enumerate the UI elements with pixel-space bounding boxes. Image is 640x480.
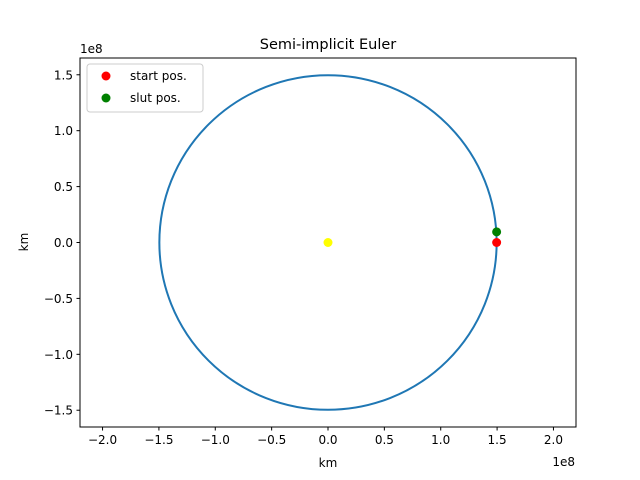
y-tick-label: 0.5: [54, 180, 73, 194]
legend-marker-end: [101, 93, 111, 103]
y-offset-label: 1e8: [80, 42, 103, 56]
start-position-point: [492, 238, 502, 247]
sun-point: [323, 238, 333, 247]
x-axis-ticks: −2.0 −1.5 −1.0 −0.5 0.0 0.5 1.0 1.5 2.0: [88, 427, 563, 447]
y-tick-label: 1.5: [54, 68, 73, 82]
y-tick-label: 0.0: [54, 236, 73, 250]
y-axis-label: km: [17, 233, 31, 252]
x-axis-label: km: [319, 456, 338, 470]
end-position-point: [492, 227, 502, 237]
y-tick-label: −1.5: [44, 404, 73, 418]
y-tick-label: 1.0: [54, 124, 73, 138]
axes-frame: [79, 57, 577, 428]
plot-area: [158, 74, 502, 411]
y-tick-label: −0.5: [44, 292, 73, 306]
legend-marker-start: [101, 71, 111, 81]
x-tick-label: −2.0: [88, 433, 117, 447]
x-tick-label: −1.5: [144, 433, 173, 447]
x-offset-label: 1e8: [552, 455, 575, 469]
y-axis-ticks: −1.5 −1.0 −0.5 0.0 0.5 1.0 1.5: [44, 68, 80, 418]
x-tick-label: 0.0: [318, 433, 337, 447]
x-tick-label: −1.0: [201, 433, 230, 447]
legend-label-start: start pos.: [130, 69, 187, 83]
legend-box: [86, 63, 204, 113]
x-tick-label: −0.5: [257, 433, 286, 447]
x-tick-label: 1.0: [431, 433, 450, 447]
chart-title: Semi-implicit Euler: [260, 37, 397, 53]
x-tick-label: 1.5: [488, 433, 507, 447]
x-tick-label: 2.0: [544, 433, 563, 447]
x-tick-label: 0.5: [375, 433, 394, 447]
legend: start pos. slut pos.: [86, 63, 204, 113]
y-tick-label: −1.0: [44, 348, 73, 362]
legend-label-end: slut pos.: [130, 91, 181, 105]
